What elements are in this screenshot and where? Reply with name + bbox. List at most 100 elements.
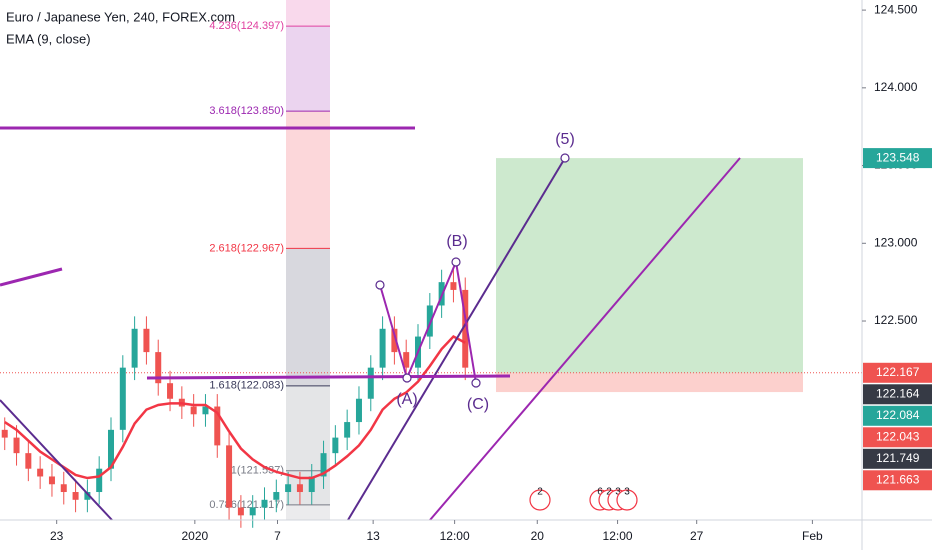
price-tag-label: 122.167: [876, 365, 920, 379]
candle-body: [167, 383, 174, 399]
wave-label: (A): [396, 391, 417, 408]
event-label: 3: [615, 487, 621, 498]
fib-label: 0.786(121.317): [209, 499, 284, 511]
candle-body: [25, 453, 32, 469]
candle-body: [131, 328, 138, 368]
fib-label: 3.618(123.850): [209, 105, 284, 117]
event-label: 3: [624, 487, 630, 498]
ema-line: [4, 335, 466, 480]
x-tick-label: 2020: [181, 529, 208, 543]
y-tick-label: 122.500: [874, 313, 918, 327]
fib-band: [286, 248, 330, 386]
fib-label: 1(121.537): [231, 465, 284, 477]
wave-labels: (5) (B) (A) (C): [396, 131, 574, 413]
candle-body: [261, 499, 268, 508]
candle-body: [462, 289, 469, 368]
candle-body: [107, 429, 114, 469]
price-tag-label: 122.043: [876, 429, 920, 443]
price-tag: [863, 427, 932, 448]
fib-band: [286, 26, 330, 112]
candle-body: [155, 352, 162, 384]
wave-label: (C): [467, 396, 489, 413]
fib-band: [286, 111, 330, 249]
trend-line: [429, 157, 741, 521]
trend-line: [146, 374, 511, 380]
price-tag-label: 122.084: [876, 408, 920, 422]
candle-body: [96, 468, 103, 493]
event-label: 2: [537, 487, 543, 498]
candle-body: [450, 282, 457, 290]
candle-body: [13, 437, 20, 454]
price-tag: [863, 405, 932, 426]
wave-point: [375, 280, 385, 290]
candle-body: [320, 453, 327, 477]
x-tick-label: 27: [690, 529, 704, 543]
y-tick-label: 124.500: [874, 2, 918, 16]
candle-body: [226, 445, 233, 508]
candle-body: [273, 492, 280, 500]
candle-body: [296, 484, 303, 493]
wave-path: [379, 258, 477, 384]
trend-line: [0, 267, 63, 287]
price-tag: [863, 384, 932, 405]
candle-body: [190, 406, 197, 415]
candle-body: [285, 484, 292, 493]
candle-body: [48, 476, 55, 485]
event-label: 6: [597, 487, 603, 498]
chart-title: Euro / Japanese Yen, 240, FOREX.com: [6, 9, 235, 24]
candle-body: [391, 328, 398, 353]
price-tag-label: 121.749: [876, 451, 920, 465]
event-label: 2: [606, 487, 612, 498]
candle-body: [367, 367, 374, 399]
candle-body: [249, 507, 256, 516]
wave-point: [451, 257, 461, 267]
candle-body: [84, 492, 91, 500]
price-tag-label: 123.548: [876, 150, 920, 164]
candle-body: [143, 328, 150, 353]
x-tick-label: 12:00: [440, 529, 470, 543]
candle-body: [308, 476, 315, 493]
candle-body: [355, 398, 362, 423]
candle-body: [119, 367, 126, 430]
fib-band: [286, 0, 330, 27]
x-tick-label: 7: [274, 529, 281, 543]
x-tick-label: Feb: [802, 529, 823, 543]
indicator-label: EMA (9, close): [6, 31, 91, 46]
fib-label: 1.618(122.083): [209, 380, 284, 392]
candle-body: [403, 352, 410, 368]
candle-body: [426, 305, 433, 337]
stop-zone: [496, 372, 803, 393]
candle-body: [214, 406, 221, 446]
wave-point: [560, 153, 570, 163]
x-tick-label: 13: [366, 529, 380, 543]
event-marker: [616, 489, 638, 511]
wave-point: [471, 378, 481, 388]
candle-body: [60, 484, 67, 493]
wave-point: [402, 373, 412, 383]
y-tick-label: 123.000: [874, 235, 918, 249]
wave-points: [375, 153, 570, 388]
trend-line: [347, 157, 566, 521]
trend-line: [0, 399, 113, 521]
x-tick-label: 23: [50, 529, 64, 543]
x-tick-label: 20: [531, 529, 545, 543]
y-tick-label: 124.000: [874, 80, 918, 94]
candle-body: [37, 468, 44, 477]
event-marker: [529, 489, 551, 511]
price-tag-label: 122.164: [876, 386, 920, 400]
price-tag: [863, 448, 932, 469]
fib-band: [286, 504, 330, 520]
wave-label: (B): [446, 233, 467, 250]
candle-body: [332, 437, 339, 454]
price-tag-label: 121.663: [876, 472, 920, 486]
candle-body: [379, 328, 386, 368]
candle-body: [202, 406, 209, 415]
price-tag: [863, 148, 932, 169]
price-tag: [863, 470, 932, 491]
candle-body: [1, 429, 8, 438]
drawings: [0, 126, 741, 521]
target-zone: [496, 158, 803, 373]
fib-label: 4.236(124.397): [209, 20, 284, 32]
